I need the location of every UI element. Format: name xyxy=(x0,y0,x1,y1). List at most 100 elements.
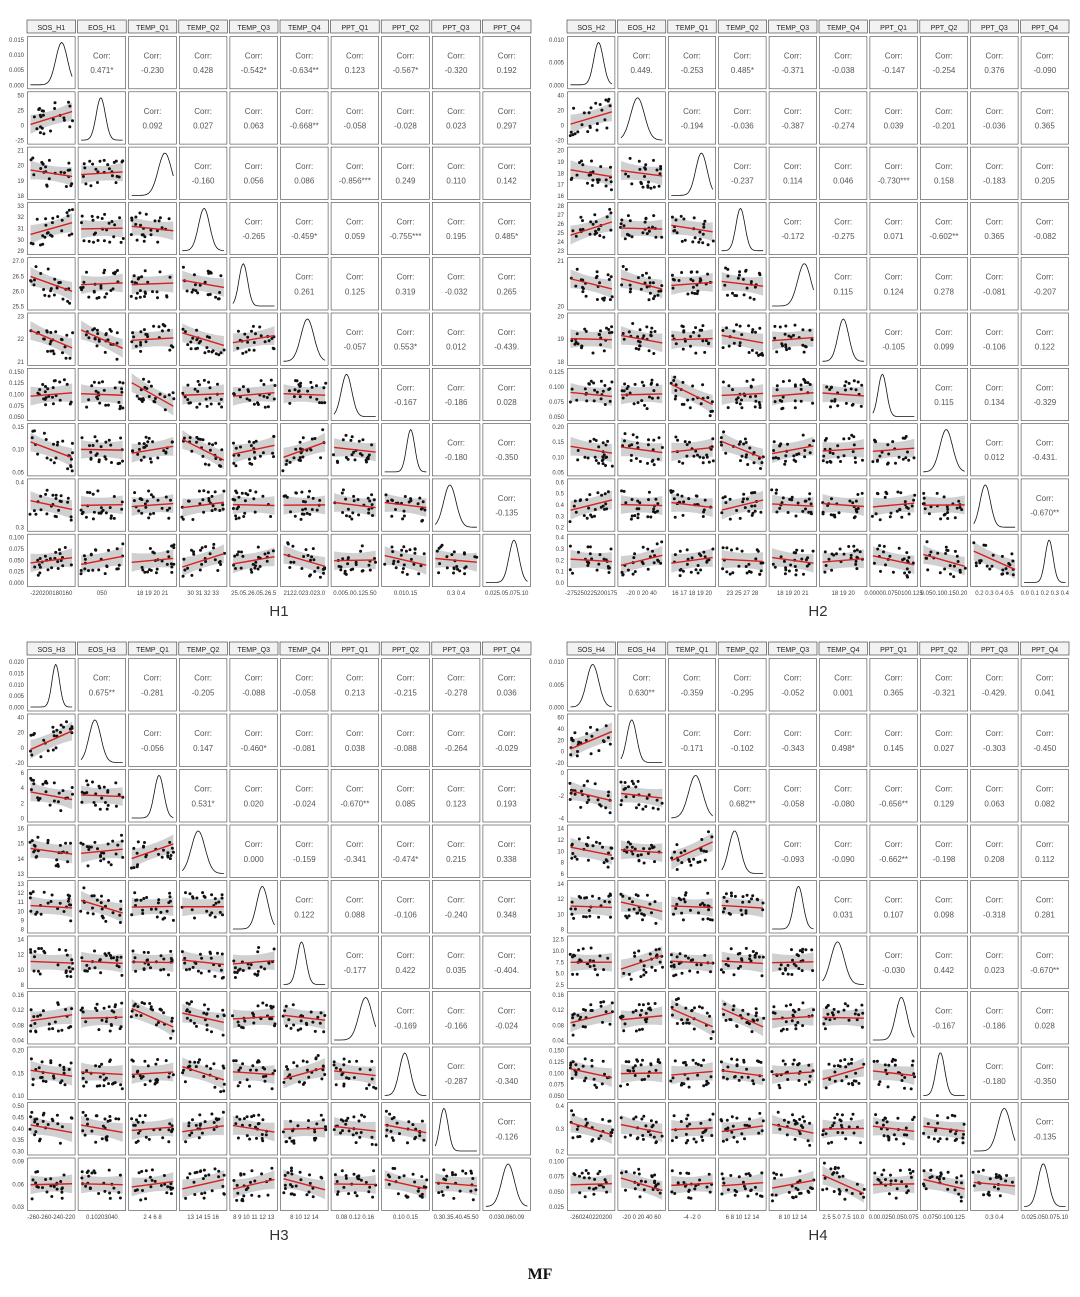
scatter-point xyxy=(582,784,586,787)
scatter-point xyxy=(416,1189,420,1193)
scatter-point xyxy=(146,440,150,444)
corr-value: -0.038 xyxy=(832,66,855,75)
scatter-point xyxy=(111,839,115,843)
scatter-point xyxy=(784,459,787,463)
column-header-label: PPT_Q2 xyxy=(392,25,419,32)
scatter-point xyxy=(792,454,796,458)
y-tick-label: 0.16 xyxy=(12,993,24,999)
scatter-point xyxy=(654,948,658,952)
scatter-point xyxy=(711,437,715,441)
scatter-point xyxy=(263,967,267,971)
scatter-point xyxy=(68,168,72,172)
scatter-point xyxy=(79,508,83,512)
scatter-point xyxy=(445,555,449,559)
y-tick-label: 8 xyxy=(21,983,25,989)
scatter-point xyxy=(45,1190,49,1194)
scatter-point xyxy=(773,400,777,404)
regression-line xyxy=(570,905,612,909)
scatter-point xyxy=(101,1124,105,1128)
scatter-point xyxy=(606,439,610,443)
scatter-point xyxy=(203,1120,207,1124)
column-header-label: EOS_H3 xyxy=(88,647,116,654)
scatter-point xyxy=(800,969,804,973)
scatter-point xyxy=(852,516,856,520)
scatter-point xyxy=(151,495,155,499)
scatter-point xyxy=(94,1006,97,1010)
corr-label: Corr: xyxy=(834,107,852,116)
scatter-point xyxy=(237,1024,241,1027)
corr-value: -0.230 xyxy=(141,66,164,75)
corr-label: Corr: xyxy=(194,162,212,171)
scatter-point xyxy=(629,517,633,521)
scatter-point xyxy=(120,973,124,977)
corr-value: -0.147 xyxy=(882,66,905,75)
regression-line xyxy=(283,1127,326,1130)
scatter-point xyxy=(594,840,598,844)
scatter-point xyxy=(68,356,72,360)
y-tick-label: 0.050 xyxy=(9,558,25,564)
scatter-point xyxy=(64,185,68,188)
scatter-point xyxy=(292,1139,296,1143)
corr-label: Corr: xyxy=(784,107,802,116)
scatter-point xyxy=(706,891,710,895)
scatter-point xyxy=(32,283,36,287)
scatter-point xyxy=(571,229,575,233)
y-tick-label: 0.005 xyxy=(9,68,25,74)
scatter-point xyxy=(701,339,705,343)
scatter-point xyxy=(686,292,690,296)
y-tick-label: 6 xyxy=(21,771,25,777)
scatter-point xyxy=(699,554,703,558)
column-header-strip xyxy=(330,641,380,656)
scatter-point xyxy=(167,516,171,520)
scatter-point xyxy=(303,1081,306,1085)
regression-line xyxy=(671,446,713,453)
scatter-point xyxy=(160,506,164,510)
scatter-point xyxy=(347,1129,351,1133)
scatter-point xyxy=(313,570,317,573)
corr-label: Corr: xyxy=(498,494,516,503)
scatter-point xyxy=(630,498,634,501)
scatter-point xyxy=(65,382,69,386)
scatter-point xyxy=(288,389,291,393)
scatter-point xyxy=(386,499,390,503)
scatter-point xyxy=(94,1064,98,1068)
scatter-point xyxy=(367,511,371,515)
scatter-point xyxy=(604,456,608,459)
y-tick-label: 0.1 xyxy=(556,570,565,576)
scatter-point xyxy=(588,493,592,497)
scatter-point xyxy=(136,863,140,867)
scatter-point xyxy=(652,297,655,301)
scatter-point xyxy=(103,212,107,216)
corr-value: -0.126 xyxy=(495,1132,518,1141)
scatter-point xyxy=(680,1018,684,1022)
scatter-point xyxy=(190,1000,193,1004)
regression-line xyxy=(131,502,174,508)
scatter-point xyxy=(906,450,909,454)
scatter-point xyxy=(577,550,580,554)
corr-value: -0.542* xyxy=(241,66,267,75)
scatter-point xyxy=(599,804,603,808)
scatter-point xyxy=(610,325,614,329)
scatter-point xyxy=(573,731,577,735)
scatter-point xyxy=(251,1011,255,1015)
scatter-point xyxy=(272,435,276,438)
scatter-point xyxy=(1000,554,1004,558)
scatter-point xyxy=(725,570,729,574)
scatter-point xyxy=(782,559,786,563)
scatter-point xyxy=(254,1125,257,1129)
scatter-point xyxy=(706,243,710,247)
scatter-point xyxy=(64,356,68,360)
scatter-point xyxy=(110,461,113,464)
scatter-point xyxy=(778,506,782,510)
scatter-point xyxy=(884,490,888,494)
scatter-point xyxy=(738,324,742,328)
scatter-point xyxy=(739,459,742,463)
scatter-point xyxy=(248,1123,252,1127)
corr-value: 0.056 xyxy=(244,177,265,186)
regression-line xyxy=(131,225,174,232)
corr-value: 0.145 xyxy=(884,744,905,753)
y-tick-label: 0.3 xyxy=(556,514,565,520)
regression-line xyxy=(30,730,73,751)
corr-label: Corr: xyxy=(986,383,1004,392)
scatter-point xyxy=(904,435,908,438)
